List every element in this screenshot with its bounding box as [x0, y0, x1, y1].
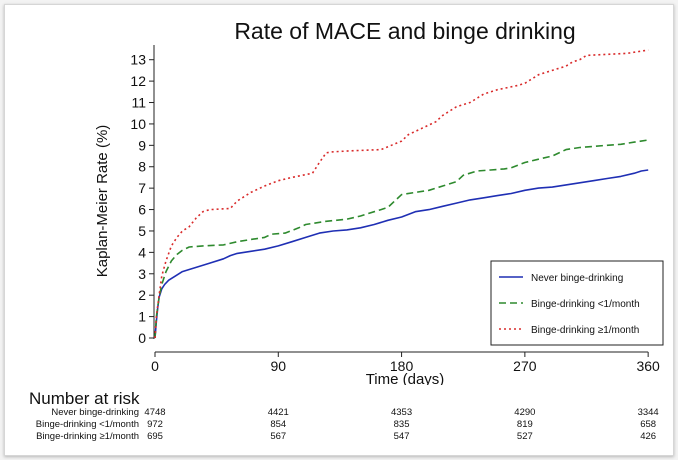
x-axis-label: Time (days) — [366, 371, 445, 385]
y-tick-label: 7 — [138, 180, 146, 196]
x-tick-label: 360 — [636, 358, 660, 374]
risk-cell: 4748 — [144, 407, 166, 418]
figure-card: Rate of MACE and binge drinking Kaplan-M… — [4, 4, 674, 456]
legend-label-2: Binge-drinking ≥1/month — [531, 325, 639, 336]
y-tick-label: 1 — [138, 309, 146, 325]
risk-cell: 835 — [393, 419, 410, 430]
series-line-1 — [154, 139, 649, 339]
y-tick-label: 2 — [138, 287, 146, 303]
risk-cell: 4290 — [514, 407, 536, 418]
x-tick-label: 270 — [513, 358, 537, 374]
risk-row-label: Binge-drinking ≥1/month — [36, 431, 139, 442]
y-tick-label: 0 — [138, 330, 146, 346]
y-tick-label: 4 — [138, 244, 146, 260]
risk-cell: 972 — [147, 419, 163, 430]
legend-box — [490, 260, 664, 346]
risk-cell: 819 — [516, 419, 533, 430]
risk-row-label: Never binge-drinking — [51, 407, 139, 418]
risk-cell: 658 — [640, 419, 657, 430]
risk-cell: 426 — [640, 431, 657, 442]
y-axis-label: Kaplan-Meier Rate (%) — [94, 125, 111, 278]
km-chart: Rate of MACE and binge drinking Kaplan-M… — [94, 18, 664, 385]
risk-cell: 4353 — [390, 407, 413, 418]
risk-cell: 547 — [393, 431, 410, 442]
y-tick-label: 9 — [138, 137, 146, 153]
x-tick-label: 90 — [270, 358, 286, 374]
x-tick-label: 0 — [151, 358, 159, 374]
y-tick-label: 11 — [131, 95, 146, 111]
series-line-2 — [154, 49, 649, 339]
legend: Never binge-drinking Binge-drinking <1/mo… — [490, 260, 664, 346]
y-tick-label: 5 — [138, 223, 146, 239]
series-layer — [154, 49, 649, 339]
y-tick-label: 8 — [138, 159, 146, 175]
y-tick-label: 12 — [130, 73, 146, 89]
risk-cell: 695 — [147, 431, 163, 442]
risk-cell: 4421 — [267, 407, 289, 418]
risk-cell: 854 — [270, 419, 287, 430]
risk-table-title: Number at risk — [29, 389, 140, 408]
risk-cell: 567 — [270, 431, 287, 442]
risk-cell: 527 — [516, 431, 533, 442]
risk-row-label: Binge-drinking <1/month — [35, 419, 139, 430]
chart-title: Rate of MACE and binge drinking — [234, 18, 575, 44]
y-tick-label: 3 — [138, 266, 146, 282]
y-tick-label: 10 — [130, 116, 146, 132]
x-tick-label: 180 — [390, 358, 414, 374]
y-tick-label: 13 — [130, 52, 146, 68]
legend-label-0: Never binge-drinking — [531, 273, 623, 284]
risk-cell: 3344 — [637, 407, 659, 418]
series-line-0 — [154, 169, 649, 339]
y-tick-label: 6 — [138, 202, 146, 218]
legend-label-1: Binge-drinking <1/month — [531, 299, 640, 310]
